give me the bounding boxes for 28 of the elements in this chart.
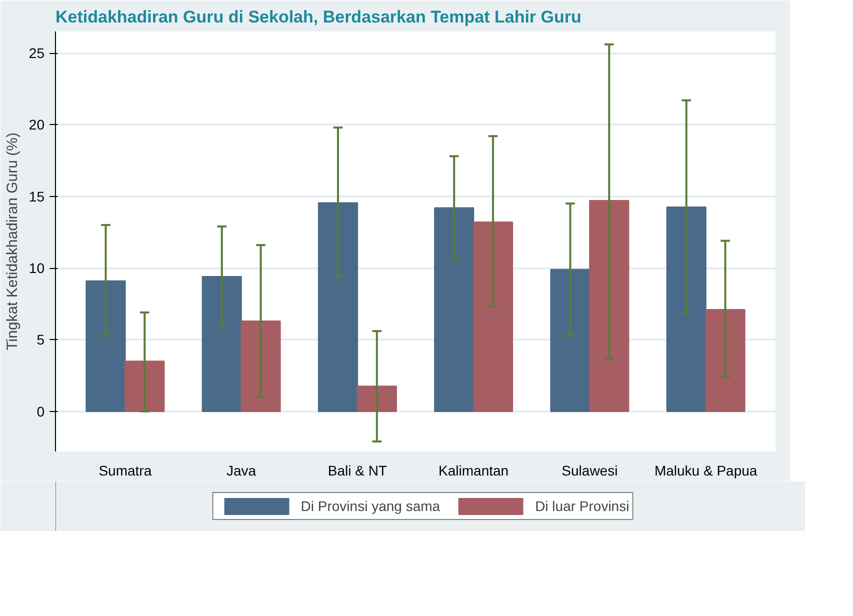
bar <box>356 386 397 412</box>
x-tick-label: Sulawesi <box>562 462 618 478</box>
legend-label: Di Provinsi yang sama <box>300 498 440 514</box>
x-tick-label: Maluku & Papua <box>654 462 758 478</box>
bar <box>434 207 474 412</box>
x-tick-label: Bali & NT <box>328 462 388 478</box>
bar <box>124 360 165 412</box>
bar <box>472 222 514 412</box>
bar <box>666 206 706 412</box>
chart-title: Ketidakhadiran Guru di Sekolah, Berdasarkan Tempat Lahir Guru <box>56 8 582 26</box>
bar <box>705 308 746 412</box>
bar <box>589 200 630 412</box>
y-axis-title: Tingkat Ketidakhadiran Guru (%) <box>4 132 21 350</box>
x-tick-label: Kalimantan <box>438 462 509 478</box>
x-tick-label: Sumatra <box>98 462 152 478</box>
bar <box>86 280 126 412</box>
y-tick-label: 20 <box>28 116 45 133</box>
y-tick-label: 15 <box>28 188 45 204</box>
bar <box>202 276 242 412</box>
y-tick-label: 25 <box>28 45 45 61</box>
bar <box>318 202 358 412</box>
bar <box>550 268 590 412</box>
y-tick-label: 5 <box>36 332 45 348</box>
bar <box>240 320 281 412</box>
legend-label: Di luar Provinsi <box>535 498 630 514</box>
y-tick-label: 10 <box>28 260 45 276</box>
x-tick-label: Java <box>226 462 256 478</box>
y-tick-label: 0 <box>36 403 45 420</box>
